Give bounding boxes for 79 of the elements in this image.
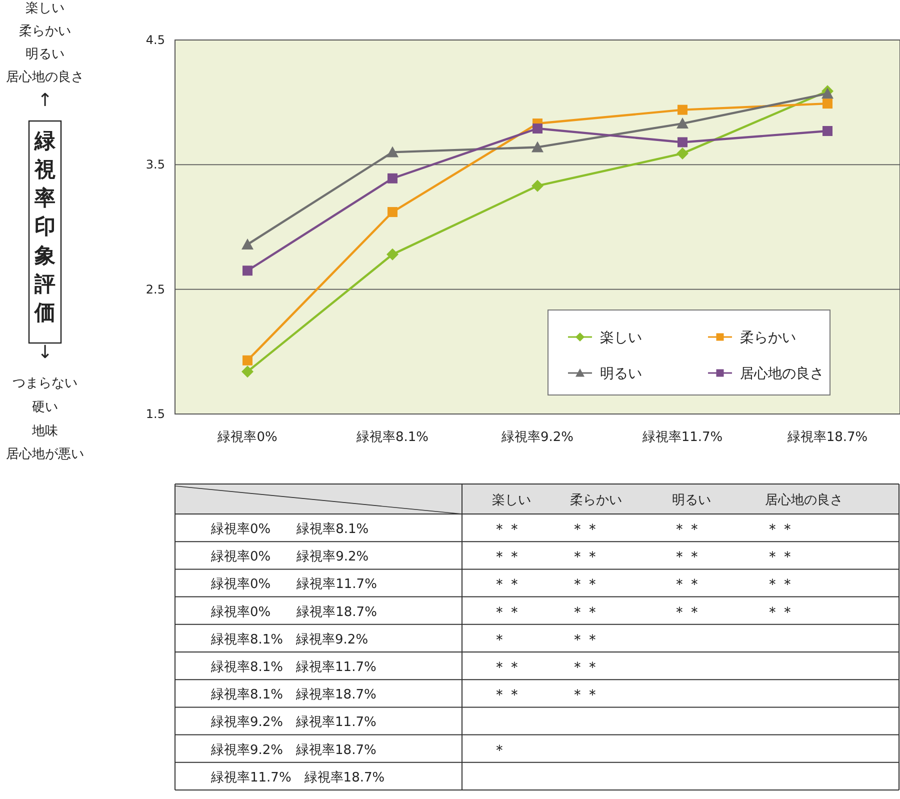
point bbox=[678, 104, 688, 115]
text: ＊ bbox=[492, 630, 507, 648]
text: 居心地が悪い bbox=[6, 446, 84, 462]
point bbox=[242, 266, 252, 276]
point bbox=[242, 238, 254, 250]
text: 楽しい bbox=[26, 1, 64, 16]
text: ＊＊ bbox=[492, 658, 522, 676]
x-tick-label: 緑視率8.1% bbox=[355, 429, 429, 445]
y-tick-label: 1.5 bbox=[146, 407, 165, 421]
point bbox=[388, 173, 398, 184]
x-tick-label: 緑視率18.7% bbox=[786, 429, 868, 445]
text: ＊ bbox=[492, 740, 507, 759]
text: つまらない bbox=[12, 376, 78, 391]
y-tick-label: 緑視率8.1% 緑視率11.7% bbox=[210, 659, 376, 675]
point bbox=[388, 207, 398, 218]
legend-label: 楽しい bbox=[600, 330, 642, 346]
point bbox=[242, 355, 252, 366]
x-tick-label: 緑視率0% bbox=[216, 429, 278, 445]
text: ＊＊ bbox=[492, 686, 522, 704]
x-tick-label: 明るい bbox=[672, 493, 711, 508]
point bbox=[532, 124, 542, 134]
y-tick-label: 2.5 bbox=[146, 282, 165, 296]
point bbox=[532, 180, 544, 192]
point bbox=[676, 147, 688, 160]
text: ＊＊ bbox=[570, 658, 600, 676]
legend-label: 柔らかい bbox=[740, 330, 796, 346]
point bbox=[822, 88, 834, 99]
text: ＊＊ bbox=[492, 602, 522, 621]
y-tick-label: 3.5 bbox=[146, 158, 165, 172]
x-tick-label: 緑視率11.7% bbox=[641, 429, 723, 445]
text: ＊＊ bbox=[570, 575, 600, 594]
text: ＊＊ bbox=[570, 548, 600, 566]
text: ＊＊ bbox=[570, 520, 600, 538]
y-tick-label: 緑視率0% 緑視率18.7% bbox=[210, 604, 377, 620]
text: 硬い bbox=[32, 400, 58, 415]
point bbox=[822, 126, 832, 136]
y-tick-label: 緑視率9.2% 緑視率18.7% bbox=[210, 742, 376, 758]
y-tick-label: 緑視率8.1% 緑視率18.7% bbox=[210, 686, 376, 703]
text: ＊＊ bbox=[492, 520, 522, 538]
text: ＊＊ bbox=[672, 520, 702, 538]
y-tick-label: 緑視率8.1% 緑視率9.2% bbox=[210, 631, 368, 648]
text: ＊＊ bbox=[492, 548, 522, 566]
y-tick-label: 緑視率9.2% 緑視率11.7% bbox=[210, 714, 376, 730]
x-tick-label: 柔らかい bbox=[570, 493, 622, 508]
text: ＊＊ bbox=[765, 548, 795, 566]
y-tick-label: 緑視率0% 緑視率9.2% bbox=[210, 548, 369, 565]
x-tick-label: 緑視率9.2% bbox=[500, 429, 574, 445]
text: ＊＊ bbox=[672, 548, 702, 566]
text: ＊＊ bbox=[570, 602, 600, 621]
point bbox=[242, 366, 254, 378]
text: ＊＊ bbox=[570, 630, 600, 648]
y-axis-title: 緑視率印象評価 bbox=[34, 129, 56, 324]
point bbox=[678, 137, 688, 148]
text: ＊＊ bbox=[570, 686, 600, 704]
y-tick-label: 緑視率0% 緑視率11.7% bbox=[210, 576, 377, 592]
text: ＊＊ bbox=[765, 575, 795, 594]
legend-label: 居心地の良さ bbox=[740, 366, 824, 382]
text: 明るい bbox=[26, 47, 64, 62]
text: ↓ bbox=[37, 342, 53, 363]
legend-label: 明るい bbox=[600, 366, 642, 382]
text: ＊＊ bbox=[672, 602, 702, 621]
point bbox=[386, 248, 398, 260]
y-tick-label: 緑視率0% 緑視率8.1% bbox=[210, 521, 369, 537]
y-tick-label: 4.5 bbox=[146, 33, 165, 47]
point bbox=[822, 98, 832, 109]
text: ＊＊ bbox=[492, 575, 522, 594]
text: ＊＊ bbox=[765, 602, 795, 621]
point bbox=[676, 118, 688, 129]
point bbox=[532, 141, 544, 152]
text: ＊＊ bbox=[672, 575, 702, 594]
y-tick-label: 緑視率11.7% 緑視率18.7% bbox=[210, 769, 385, 786]
text: ＊＊ bbox=[765, 520, 795, 538]
x-tick-label: 楽しい bbox=[492, 493, 531, 508]
text: ↑ bbox=[37, 90, 53, 111]
point bbox=[386, 146, 398, 158]
text: 居心地の良さ bbox=[6, 69, 84, 85]
text: 地味 bbox=[31, 424, 58, 439]
x-tick-label: 居心地の良さ bbox=[765, 492, 843, 508]
text: 柔らかい bbox=[19, 24, 71, 39]
